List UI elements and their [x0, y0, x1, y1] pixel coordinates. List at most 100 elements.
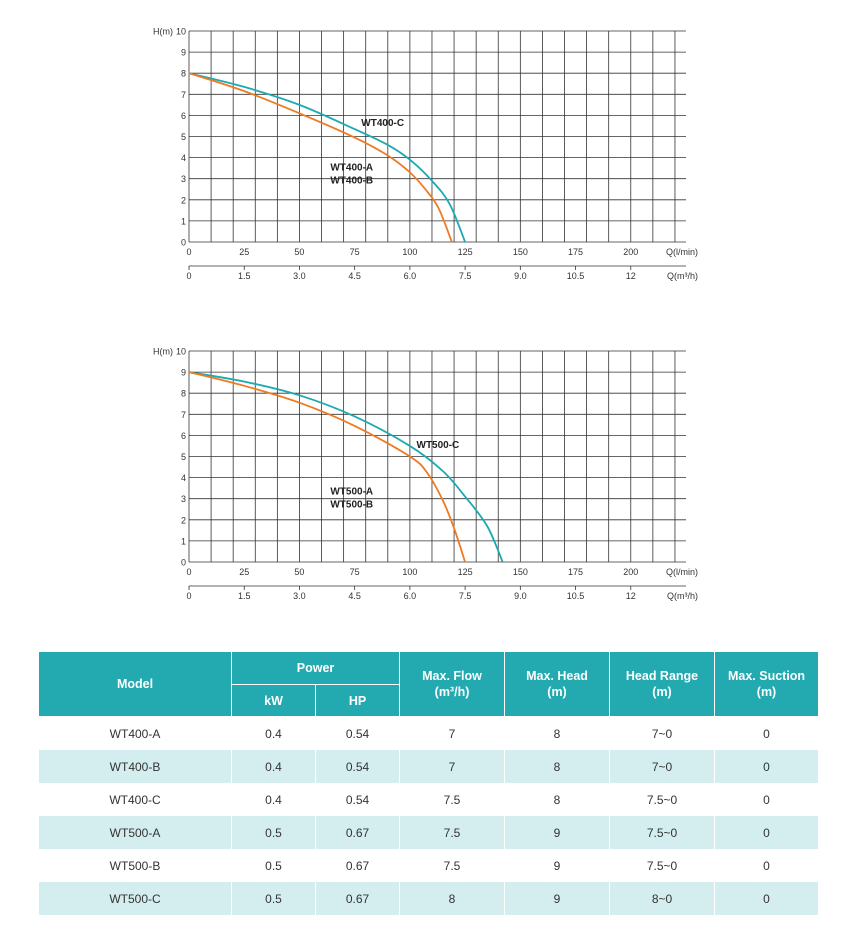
x2-tick-label: 4.5 [348, 271, 361, 281]
cell-head-range: 7~0 [609, 716, 716, 750]
cell-head-range: 7.5~0 [609, 849, 716, 882]
cell-max-suction: 0 [714, 849, 820, 882]
table-row: WT400-A 0.4 0.54 7 8 7~0 0 [38, 716, 820, 750]
x2-tick-label: 10.5 [567, 271, 585, 281]
y-axis-label: H(m) [153, 27, 173, 37]
y-tick-label: 5 [181, 132, 186, 142]
y-tick-label: 0 [181, 238, 186, 248]
x2-tick-label: 7.5 [459, 591, 472, 601]
y-tick-label: 4 [181, 473, 186, 483]
x2-tick-label: 4.5 [348, 591, 361, 601]
x-tick-label: 25 [239, 247, 249, 257]
cell-max-suction: 0 [714, 716, 820, 750]
curve-label: WT400-A [330, 162, 373, 173]
x2-tick-label: 9.0 [514, 271, 527, 281]
table-row: WT500-C 0.5 0.67 8 9 8~0 0 [38, 882, 820, 915]
x-tick-label: 150 [513, 247, 528, 257]
x2-axis-label: Q(m³/h) [667, 591, 698, 601]
cell-max-flow: 7 [399, 750, 506, 783]
x-tick-label: 50 [294, 567, 304, 577]
x-tick-label: 125 [458, 247, 473, 257]
curve-label: WT400-B [330, 175, 373, 186]
table-row: WT400-B 0.4 0.54 7 8 7~0 0 [38, 750, 820, 783]
cell-max-suction: 0 [714, 882, 820, 915]
table-row: WT500-A 0.5 0.67 7.5 9 7.5~0 0 [38, 816, 820, 849]
y-tick-label: 2 [181, 515, 186, 525]
cell-head-range: 7.5~0 [609, 816, 716, 849]
cell-model: WT500-B [38, 849, 232, 882]
y-tick-label: 10 [176, 347, 186, 357]
cell-model: WT500-A [38, 816, 232, 849]
cell-max-head: 9 [504, 816, 611, 849]
cell-kw: 0.5 [231, 816, 316, 849]
cell-hp: 0.67 [314, 849, 401, 882]
y-tick-label: 0 [181, 558, 186, 568]
cell-max-suction: 0 [714, 750, 820, 783]
x-tick-label: 200 [623, 247, 638, 257]
y-tick-label: 4 [181, 153, 186, 163]
y-tick-label: 8 [181, 389, 186, 399]
x-tick-label: 100 [402, 247, 417, 257]
x2-tick-label: 9.0 [514, 591, 527, 601]
cell-head-range: 8~0 [609, 882, 716, 915]
header-max-head: Max. Head (m) [504, 651, 611, 717]
x-axis-label: Q(l/min) [666, 247, 698, 257]
cell-hp: 0.54 [314, 716, 401, 750]
header-hp: HP [314, 684, 401, 717]
cell-kw: 0.4 [231, 716, 316, 750]
cell-model: WT400-C [38, 783, 232, 816]
x2-tick-label: 10.5 [567, 591, 585, 601]
header-kw: kW [231, 684, 316, 717]
cell-model: WT400-B [38, 750, 232, 783]
x-tick-label: 125 [458, 567, 473, 577]
cell-kw: 0.4 [231, 783, 316, 816]
cell-max-flow: 7.5 [399, 816, 506, 849]
x2-tick-label: 0 [186, 271, 191, 281]
y-tick-label: 8 [181, 69, 186, 79]
x2-tick-label: 3.0 [293, 271, 306, 281]
table-row: WT500-B 0.5 0.67 7.5 9 7.5~0 0 [38, 849, 820, 882]
cell-head-range: 7.5~0 [609, 783, 716, 816]
cell-kw: 0.5 [231, 849, 316, 882]
y-tick-label: 2 [181, 195, 186, 205]
y-tick-label: 7 [181, 410, 186, 420]
cell-hp: 0.54 [314, 783, 401, 816]
y-tick-label: 7 [181, 90, 186, 100]
cell-head-range: 7~0 [609, 750, 716, 783]
x-tick-label: 75 [350, 567, 360, 577]
cell-hp: 0.54 [314, 750, 401, 783]
x2-axis-label: Q(m³/h) [667, 271, 698, 281]
grid [188, 30, 686, 243]
cell-model: WT500-C [38, 882, 232, 915]
y-tick-label: 6 [181, 111, 186, 121]
x2-tick-label: 12 [626, 591, 636, 601]
x-tick-label: 25 [239, 567, 249, 577]
y-tick-label: 5 [181, 452, 186, 462]
y-tick-label: 9 [181, 48, 186, 58]
x-tick-label: 100 [402, 567, 417, 577]
header-model: Model [38, 651, 232, 717]
y-tick-label: 10 [176, 27, 186, 37]
x2-tick-label: 7.5 [459, 271, 472, 281]
grid [188, 350, 686, 563]
cell-kw: 0.4 [231, 750, 316, 783]
header-max-suction: Max. Suction (m) [714, 651, 820, 717]
y-tick-label: 3 [181, 174, 186, 184]
x-tick-label: 200 [623, 567, 638, 577]
x2-tick-label: 6.0 [404, 591, 417, 601]
curve-label: WT500-B [330, 499, 373, 510]
x2-tick-label: 1.5 [238, 271, 251, 281]
series-line [188, 371, 466, 563]
cell-model: WT400-A [38, 716, 232, 750]
x2-tick-label: 0 [186, 591, 191, 601]
header-head-range: Head Range (m) [609, 651, 716, 717]
x-tick-label: 0 [186, 567, 191, 577]
x-tick-label: 50 [294, 247, 304, 257]
x2-tick-label: 6.0 [404, 271, 417, 281]
y-tick-label: 1 [181, 216, 186, 226]
cell-max-head: 8 [504, 716, 611, 750]
x-tick-label: 175 [568, 247, 583, 257]
y-tick-label: 6 [181, 431, 186, 441]
cell-max-head: 8 [504, 783, 611, 816]
